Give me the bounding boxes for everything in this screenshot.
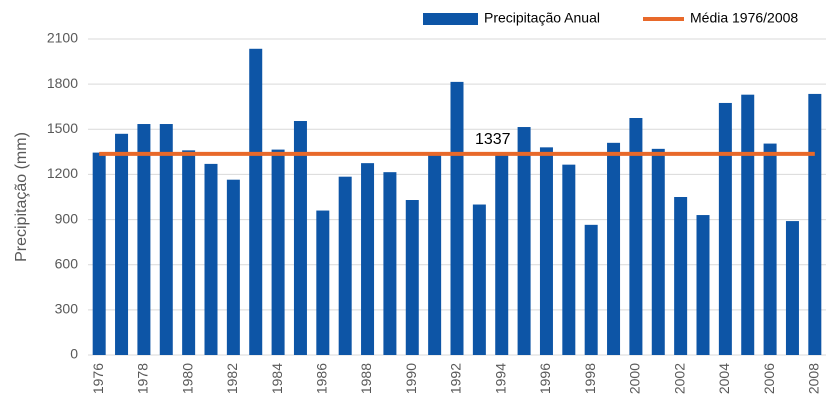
x-tick-label: 1978 — [135, 363, 151, 394]
bar — [517, 127, 531, 356]
bar — [472, 204, 486, 355]
mean-label: 1337 — [475, 131, 511, 148]
bar — [115, 133, 129, 355]
bar — [338, 176, 352, 355]
bar — [674, 197, 688, 355]
y-tick-label: 600 — [55, 255, 79, 271]
bar — [361, 163, 375, 355]
bar — [539, 147, 553, 355]
y-tick-label: 0 — [70, 346, 78, 362]
y-tick-label: 2100 — [47, 30, 78, 46]
x-tick-label: 2008 — [806, 363, 822, 394]
bar — [808, 93, 822, 355]
x-tick-label: 1996 — [537, 363, 553, 394]
bar — [383, 172, 397, 355]
bar — [696, 215, 710, 355]
bar — [607, 142, 621, 355]
bar — [718, 102, 732, 355]
bar — [562, 164, 576, 355]
y-tick-label: 1500 — [47, 120, 78, 136]
bar — [182, 150, 196, 355]
x-tick-label: 1976 — [90, 363, 106, 394]
y-tick-label: 1200 — [47, 165, 78, 181]
bar — [495, 153, 509, 355]
bar — [763, 143, 777, 355]
bar — [785, 221, 799, 355]
x-tick-label: 1998 — [582, 363, 598, 394]
bar — [293, 121, 307, 355]
x-tick-label: 1984 — [269, 363, 285, 394]
y-tick-label: 300 — [55, 301, 79, 317]
bar — [428, 154, 442, 355]
legend-label: Precipitação Anual — [484, 10, 600, 26]
x-tick-label: 2006 — [761, 363, 777, 394]
legend-swatch — [423, 13, 478, 25]
bar — [271, 149, 285, 355]
bar — [226, 179, 240, 355]
x-tick-label: 1992 — [448, 363, 464, 394]
bar — [405, 200, 419, 355]
bar — [651, 148, 665, 355]
y-tick-label: 1800 — [47, 75, 78, 91]
x-tick-label: 2000 — [627, 363, 643, 394]
bar — [629, 118, 643, 355]
bar — [450, 81, 464, 355]
x-tick-label: 1990 — [403, 363, 419, 394]
bar — [204, 163, 218, 355]
x-tick-label: 1980 — [179, 363, 195, 394]
bar — [159, 124, 173, 356]
bar — [584, 224, 598, 355]
y-tick-label: 900 — [55, 210, 79, 226]
y-axis-label: Precipitação (mm) — [13, 132, 30, 262]
bar — [137, 124, 151, 356]
x-tick-label: 1994 — [492, 363, 508, 394]
x-tick-label: 2004 — [716, 363, 732, 394]
x-tick-label: 1986 — [314, 363, 330, 394]
bar — [92, 152, 106, 355]
bar — [316, 210, 330, 355]
legend-label: Média 1976/2008 — [690, 10, 798, 26]
x-tick-label: 2002 — [671, 363, 687, 394]
x-tick-label: 1982 — [224, 363, 240, 394]
bar — [249, 48, 263, 356]
x-tick-label: 1988 — [358, 363, 374, 394]
bar — [741, 94, 755, 355]
